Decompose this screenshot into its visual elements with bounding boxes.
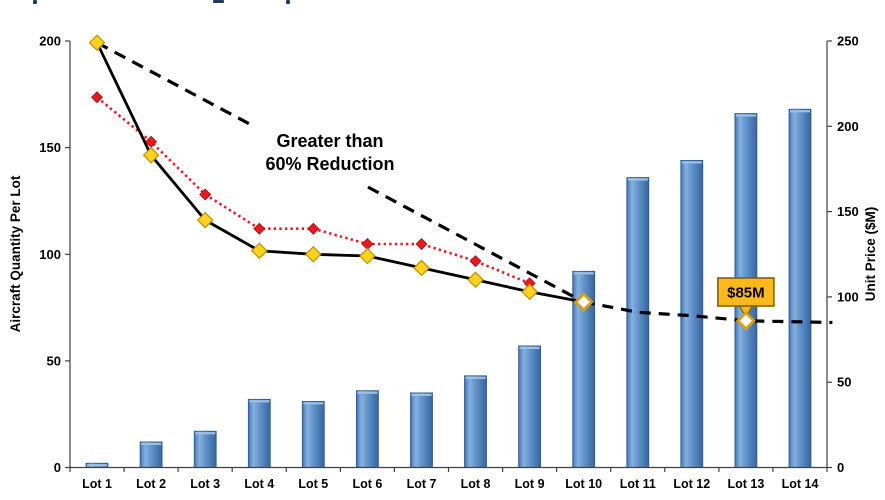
callout-text: $85M [727, 285, 765, 302]
x-axis-category-label: Lot 13 [727, 477, 764, 491]
projection-dashed-line [583, 300, 833, 325]
left-axis-tick-label: 0 [54, 460, 61, 475]
right-axis-title: Unit Price ($M) [863, 206, 878, 302]
bar-top-highlight [790, 110, 810, 113]
right-axis-tick-label: 100 [837, 289, 859, 304]
bar-lot-14 [788, 108, 812, 468]
bar-lot-6 [355, 390, 379, 468]
bar-top-highlight [411, 393, 432, 396]
reduction-annotation-line1: Greater than [276, 131, 384, 151]
right-axis-tick-label: 0 [837, 460, 844, 475]
title-descender-fragment-2 [213, 0, 224, 3]
red-diamond-marker-lot-7 [415, 238, 428, 250]
x-axis-category-label: Lot 1 [82, 477, 112, 491]
left-axis-tick-label: 150 [39, 140, 61, 155]
left-axis-tick-label: 200 [39, 34, 61, 49]
bar-top-highlight [249, 400, 270, 403]
bar-top-highlight [195, 432, 216, 435]
yellow-diamond-marker-lot-7 [413, 259, 430, 277]
yellow-diamond-marker-lot-6 [359, 247, 376, 265]
open-diamond-marker-lot-10 [573, 292, 594, 312]
bar-top-highlight [303, 402, 324, 405]
red-diamond-marker-lot-5 [307, 222, 320, 235]
yellow-diamond-marker-lot-4 [250, 242, 268, 260]
right-axis-tick-label: 150 [837, 204, 859, 219]
reduction-annotation: Greater than 60% Reduction [230, 130, 430, 175]
x-axis-category-label: Lot 12 [673, 477, 710, 491]
x-axis-category-label: Lot 4 [244, 477, 274, 491]
bar-top-highlight [573, 272, 594, 275]
red-diamond-marker-lot-4 [253, 222, 266, 235]
left-axis-tick-label: 50 [47, 353, 61, 368]
bar-top-highlight [465, 376, 486, 379]
bar-top-highlight [627, 178, 648, 181]
x-axis-category-label: Lot 3 [190, 477, 220, 491]
bar-top-highlight [519, 346, 540, 349]
yellow-diamond-marker-lot-9 [521, 283, 538, 301]
x-axis-category-label: Lot 2 [136, 477, 166, 491]
yellow-diamond-marker-lot-1 [88, 34, 106, 52]
bar-top-highlight [735, 114, 756, 117]
bar-lot-3 [193, 430, 217, 468]
open-diamond-marker-lot-13 [735, 310, 756, 331]
bar-lot-5 [301, 400, 325, 468]
black-solid-line [95, 42, 584, 304]
bar-lot-2 [139, 441, 163, 468]
x-axis-category-label: Lot 8 [461, 477, 491, 491]
red-diamond-marker-lot-1 [91, 91, 103, 104]
callout-box [717, 277, 775, 307]
left-axis-tick-label: 100 [39, 247, 61, 262]
reduction-annotation-line2: 60% Reduction [265, 153, 395, 174]
x-axis-category-label: Lot 11 [620, 477, 656, 491]
right-axis-tick-label: 200 [837, 119, 859, 134]
x-axis-category-label: Lot 7 [407, 477, 437, 491]
right-axis-tick-label: 250 [837, 34, 859, 49]
red-diamond-marker-lot-3 [199, 188, 212, 201]
x-axis-category-label: Lot 14 [782, 477, 819, 491]
bar-top-highlight [87, 464, 107, 467]
bar-top-highlight [681, 161, 702, 164]
yellow-diamond-marker-lot-5 [304, 245, 322, 263]
yellow-diamond-marker-lot-3 [196, 211, 214, 229]
bar-lot-8 [464, 375, 487, 468]
bar-lot-4 [247, 398, 271, 468]
left-axis-title: Aircraft Quantity Per Lot [8, 175, 23, 333]
bar-lot-9 [518, 345, 541, 468]
bar-lot-7 [410, 392, 433, 468]
bar-lot-11 [626, 177, 650, 468]
red-diamond-marker-lot-8 [469, 255, 482, 268]
yellow-diamond-marker-lot-8 [467, 271, 484, 289]
title-descender-fragment-3 [286, 0, 290, 4]
bar-top-highlight [357, 391, 378, 394]
x-axis-category-label: Lot 6 [352, 477, 382, 491]
bar-top-highlight [141, 442, 162, 445]
title-descender-fragment-1 [33, 0, 37, 4]
x-axis-category-label: Lot 5 [298, 477, 328, 491]
x-axis-category-label: Lot 9 [515, 477, 545, 491]
reduction-dashed-line [96, 41, 585, 304]
yellow-diamond-marker-lot-2 [142, 146, 160, 164]
right-axis-tick-label: 50 [837, 375, 851, 390]
x-axis-category-label: Lot 10 [565, 477, 602, 491]
